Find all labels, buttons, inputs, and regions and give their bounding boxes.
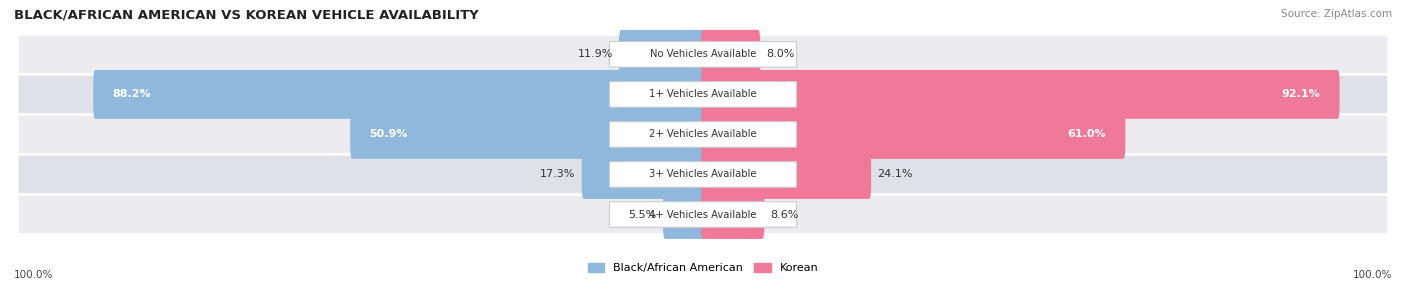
Legend: Black/African American, Korean: Black/African American, Korean	[588, 263, 818, 273]
FancyBboxPatch shape	[609, 162, 797, 187]
FancyBboxPatch shape	[609, 41, 797, 67]
FancyBboxPatch shape	[93, 70, 704, 119]
FancyBboxPatch shape	[609, 122, 797, 147]
Text: 8.0%: 8.0%	[766, 49, 794, 59]
Text: 92.1%: 92.1%	[1281, 90, 1320, 99]
FancyBboxPatch shape	[350, 110, 704, 159]
FancyBboxPatch shape	[664, 190, 704, 239]
Text: 50.9%: 50.9%	[370, 130, 408, 139]
Text: 24.1%: 24.1%	[877, 170, 912, 179]
FancyBboxPatch shape	[17, 34, 1389, 74]
FancyBboxPatch shape	[609, 202, 797, 227]
FancyBboxPatch shape	[17, 74, 1389, 114]
Text: Source: ZipAtlas.com: Source: ZipAtlas.com	[1281, 9, 1392, 19]
Text: 100.0%: 100.0%	[1353, 270, 1392, 280]
FancyBboxPatch shape	[702, 150, 872, 199]
FancyBboxPatch shape	[17, 194, 1389, 235]
FancyBboxPatch shape	[702, 110, 1125, 159]
FancyBboxPatch shape	[702, 70, 1340, 119]
Text: 61.0%: 61.0%	[1067, 130, 1107, 139]
Text: 5.5%: 5.5%	[628, 210, 657, 219]
Text: 1+ Vehicles Available: 1+ Vehicles Available	[650, 90, 756, 99]
FancyBboxPatch shape	[702, 30, 761, 79]
Text: 8.6%: 8.6%	[770, 210, 799, 219]
FancyBboxPatch shape	[619, 30, 704, 79]
FancyBboxPatch shape	[609, 82, 797, 107]
Text: 17.3%: 17.3%	[540, 170, 575, 179]
Text: No Vehicles Available: No Vehicles Available	[650, 49, 756, 59]
Text: 88.2%: 88.2%	[112, 90, 152, 99]
FancyBboxPatch shape	[582, 150, 704, 199]
FancyBboxPatch shape	[17, 154, 1389, 194]
FancyBboxPatch shape	[17, 114, 1389, 154]
Text: 100.0%: 100.0%	[14, 270, 53, 280]
Text: 2+ Vehicles Available: 2+ Vehicles Available	[650, 130, 756, 139]
Text: 11.9%: 11.9%	[578, 49, 613, 59]
FancyBboxPatch shape	[702, 190, 765, 239]
Text: 4+ Vehicles Available: 4+ Vehicles Available	[650, 210, 756, 219]
Text: BLACK/AFRICAN AMERICAN VS KOREAN VEHICLE AVAILABILITY: BLACK/AFRICAN AMERICAN VS KOREAN VEHICLE…	[14, 9, 479, 21]
Text: 3+ Vehicles Available: 3+ Vehicles Available	[650, 170, 756, 179]
